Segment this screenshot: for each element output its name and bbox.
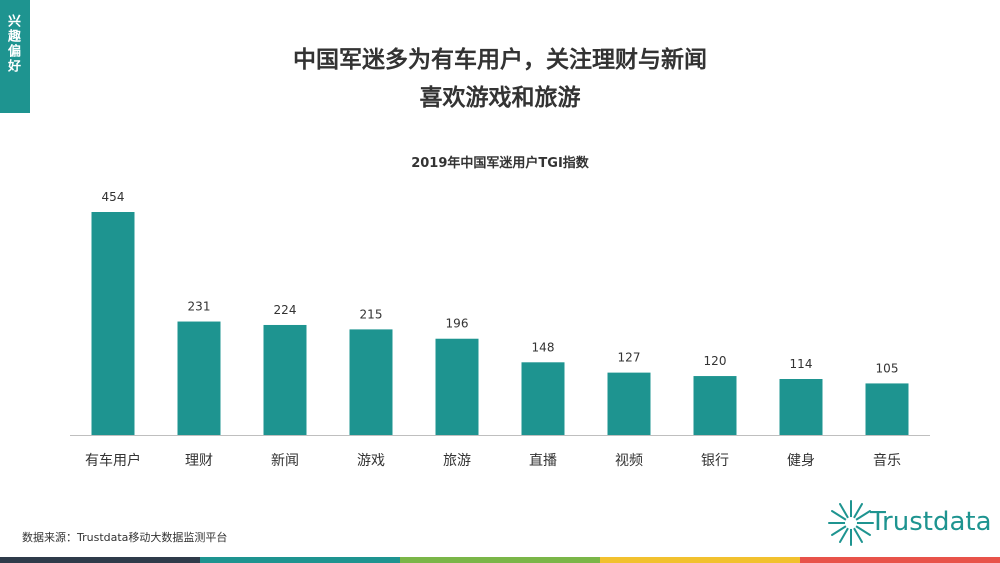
data-label-2: 224: [274, 303, 297, 317]
stripe-5: [800, 557, 1000, 563]
bar-3: [349, 329, 393, 435]
section-tag: 兴趣偏好: [0, 0, 30, 113]
stripe-2: [200, 557, 400, 563]
chart-title: 2019年中国军迷用户TGI指数: [411, 156, 589, 171]
bar-4: [435, 338, 479, 435]
bar-0: [91, 212, 135, 435]
bar-9: [865, 383, 909, 435]
stripe-4: [600, 557, 800, 563]
data-label-6: 127: [618, 351, 641, 365]
data-label-0: 454: [102, 190, 125, 204]
section-tag-label: 兴趣偏好: [5, 14, 20, 74]
bar-6: [607, 372, 651, 435]
x-tick-label-6: 视频: [615, 453, 643, 469]
bar-5: [521, 362, 565, 435]
data-label-7: 120: [704, 354, 727, 368]
x-tick-label-5: 直播: [529, 452, 557, 469]
data-label-1: 231: [188, 300, 211, 314]
x-tick-label-9: 音乐: [873, 452, 901, 469]
data-source: 数据来源：Trustdata移动大数据监测平台: [22, 531, 228, 544]
x-tick-label-4: 旅游: [443, 453, 471, 469]
starburst-icon: [828, 500, 874, 546]
trustdata-logo: Trustdata: [826, 497, 996, 549]
stripe-1: [0, 557, 200, 563]
stripe-3: [400, 557, 600, 563]
data-label-8: 114: [790, 357, 813, 371]
bar-2: [263, 324, 307, 435]
bar-chart: 454 有车用户 231 理财 224 新闻 215 游戏 196 旅游 148 直播 127 视频 120…: [70, 190, 930, 469]
x-tick-label-8: 健身: [787, 453, 815, 469]
footer-stripes: [0, 557, 1000, 563]
page-title-line1: 中国军迷多为有车用户，关注理财与新闻: [293, 47, 707, 73]
data-label-9: 105: [876, 361, 899, 375]
x-tick-label-0: 有车用户: [85, 452, 141, 469]
data-label-5: 148: [532, 340, 555, 354]
data-label-4: 196: [446, 317, 469, 331]
x-tick-label-7: 银行: [701, 453, 729, 469]
x-tick-label-1: 理财: [185, 453, 213, 469]
tag-notch: [22, 0, 30, 113]
bar-1: [177, 321, 221, 435]
data-label-3: 215: [360, 307, 383, 321]
logo-text: Trustdata: [870, 507, 992, 537]
x-tick-label-3: 游戏: [357, 453, 385, 469]
x-tick-label-2: 新闻: [271, 453, 299, 469]
bar-8: [779, 379, 823, 435]
bar-7: [693, 376, 737, 435]
page-title-line2: 喜欢游戏和旅游: [419, 85, 581, 111]
